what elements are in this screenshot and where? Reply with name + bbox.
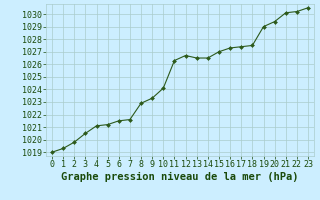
X-axis label: Graphe pression niveau de la mer (hPa): Graphe pression niveau de la mer (hPa) [61, 172, 299, 182]
